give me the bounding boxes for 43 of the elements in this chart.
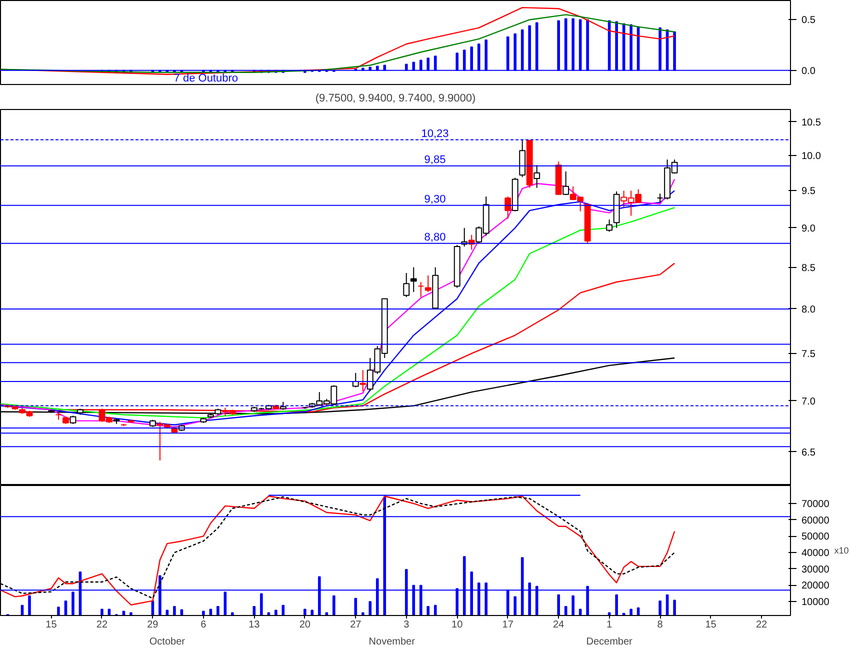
y-tick-label: 10.0 xyxy=(802,150,822,162)
y-tick-label: 0.0 xyxy=(802,66,816,77)
y-tick-label: 9.5 xyxy=(802,186,816,198)
x-tick-label: 15 xyxy=(705,620,717,630)
ref-line-label: 8,80 xyxy=(424,231,446,244)
chart-title: (9.7500, 9.9400, 9.7400, 9.9000) xyxy=(315,92,476,104)
x-tick-label: 29 xyxy=(147,620,159,630)
y-tick-label: 0.5 xyxy=(802,15,816,26)
x-tick-label: 20 xyxy=(299,620,311,630)
annotation: 7 de Outubro xyxy=(174,72,238,84)
ref-line-label: 9,30 xyxy=(424,193,446,206)
x-tick-label: 10 xyxy=(452,620,464,630)
x-tick-label: 3 xyxy=(404,620,410,630)
x-tick-label: 1 xyxy=(606,620,613,630)
ref-line-label: 10,23 xyxy=(421,128,449,140)
y-tick-label: 50000 xyxy=(802,532,830,543)
y-tick-label: 70000 xyxy=(802,498,830,510)
y-tick-label: 9.0 xyxy=(802,223,816,234)
x-tick-label: 8 xyxy=(657,620,664,630)
x-tick-label: 17 xyxy=(502,620,514,630)
y-tick-label: 7.5 xyxy=(802,348,816,360)
y-tick-label: 8.0 xyxy=(802,304,816,316)
y-tick-label: 10000 xyxy=(802,597,830,608)
x-tick-label: 22 xyxy=(756,620,768,630)
x2-tick-label: November xyxy=(368,636,416,648)
y-tick-label: 6.5 xyxy=(802,447,816,458)
x-tick-label: 24 xyxy=(553,620,565,630)
y-tick-label: 20000 xyxy=(802,580,830,592)
x-tick-label: 13 xyxy=(248,620,260,630)
x-tick-label: 6 xyxy=(200,620,207,630)
y-axis-title: x10 xyxy=(834,546,849,556)
y-tick-label: 30000 xyxy=(802,564,830,576)
x2-tick-label: December xyxy=(586,636,634,648)
y-tick-label: 8.5 xyxy=(802,262,816,274)
ref-line-label: 9,85 xyxy=(424,154,446,166)
y-tick-label: 40000 xyxy=(802,548,830,560)
x-tick-label: 27 xyxy=(350,620,362,630)
y-tick-label: 7.0 xyxy=(802,396,816,408)
x-tick-label: 22 xyxy=(96,620,108,630)
y-tick-label: 10.5 xyxy=(802,117,822,128)
x-tick-label: 15 xyxy=(46,620,58,630)
x2-tick-label: October xyxy=(149,636,186,648)
y-tick-label: 60000 xyxy=(802,515,830,526)
